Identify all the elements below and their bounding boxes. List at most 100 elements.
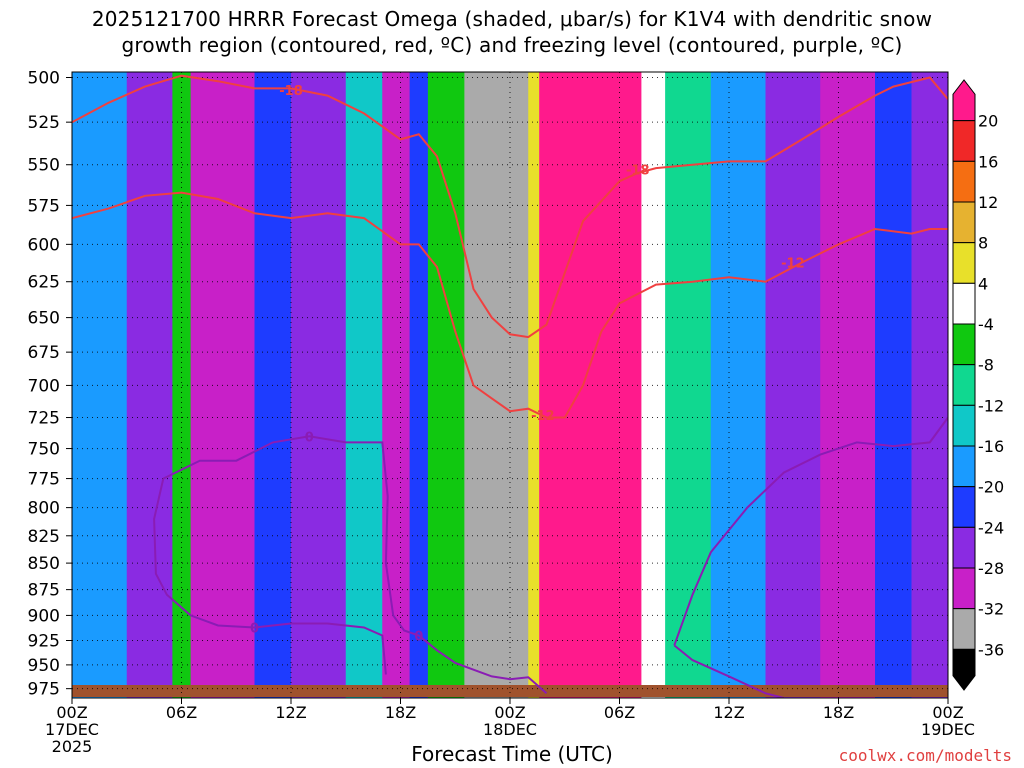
y-tick-label: 900 <box>28 606 60 626</box>
colorbar-swatch <box>952 567 976 610</box>
contour-label: 0 <box>305 430 314 445</box>
y-tick-label: 725 <box>28 409 60 429</box>
colorbar-label: -12 <box>978 396 1004 415</box>
colorbar-label: -4 <box>978 315 994 334</box>
y-tick-label: 675 <box>28 343 60 363</box>
y-tick-label: 700 <box>28 376 60 396</box>
omega-cell <box>72 72 128 698</box>
colorbar-swatch <box>952 160 976 203</box>
omega-cell <box>710 72 766 698</box>
colorbar-label: -36 <box>978 640 1004 659</box>
contour-label: -18 <box>626 164 650 179</box>
x-tick-label: 12Z <box>713 703 744 722</box>
colorbar-swatch <box>952 323 976 366</box>
colorbar-swatch <box>952 120 976 162</box>
dgz-contour <box>72 191 948 419</box>
y-tick-label: 850 <box>28 554 60 574</box>
colorbar-swatch <box>952 282 976 325</box>
omega-cell <box>875 72 912 698</box>
y-tick-label: 550 <box>28 156 60 176</box>
colorbar-swatch <box>952 79 976 122</box>
y-tick-label: 800 <box>28 499 60 519</box>
y-tick-label: 650 <box>28 309 60 329</box>
chart-title-line2: growth region (contoured, red, ºC) and f… <box>121 33 903 57</box>
colorbar-swatch <box>952 404 976 447</box>
freezing-contour <box>673 416 948 646</box>
x-tick-label: 18Z <box>385 703 416 722</box>
contour-label: -18 <box>279 84 303 99</box>
omega-cell <box>641 72 666 698</box>
x-axis-label: Forecast Time (UTC) <box>411 742 613 766</box>
contour-label: -12 <box>781 256 805 271</box>
x-tick-label: 18Z <box>823 703 854 722</box>
x-tick-date: 19DEC <box>921 720 975 739</box>
colorbar-label: 20 <box>978 112 998 131</box>
colorbar-swatch <box>952 242 976 284</box>
y-tick-label: 500 <box>28 69 60 89</box>
x-tick-date: 18DEC <box>483 720 537 739</box>
x-tick-label: 12Z <box>275 703 306 722</box>
contour-layer: -18 -18 -12 -12 0 0 0 <box>72 74 948 698</box>
colorbar-label: -20 <box>978 478 1004 497</box>
terrain-band <box>72 685 948 697</box>
x-tick-label: 00Z <box>56 703 87 722</box>
colorbar-swatch <box>952 486 976 528</box>
y-tick-label: 825 <box>28 527 60 547</box>
colorbar-label: -32 <box>978 600 1004 619</box>
omega-cell <box>409 72 429 698</box>
terrain-fill <box>72 685 948 697</box>
x-tick-label: 06Z <box>166 703 197 722</box>
credit-text: coolwx.com/modelts <box>838 746 1012 765</box>
y-tick-label: 975 <box>28 680 60 700</box>
omega-cell <box>528 72 540 698</box>
omega-cell <box>427 72 465 698</box>
omega-cell <box>765 72 821 698</box>
colorbar-label: -24 <box>978 518 1004 537</box>
chart-title-line1: 2025121700 HRRR Forecast Omega (shaded, … <box>91 7 933 31</box>
colorbar-label: 8 <box>978 234 988 253</box>
colorbar-swatch <box>952 364 976 406</box>
contour-label: -12 <box>531 409 555 424</box>
freezing-contour <box>162 435 548 695</box>
colorbar-label: 16 <box>978 152 998 171</box>
x-tick-label: 00Z <box>932 703 963 722</box>
colorbar-swatch <box>952 608 976 650</box>
contour-label: 0 <box>250 622 259 637</box>
y-tick-label: 625 <box>28 273 60 293</box>
y-tick-label: 575 <box>28 196 60 216</box>
x-tick-label: 06Z <box>604 703 635 722</box>
y-tick-label: 950 <box>28 656 60 676</box>
x-tick-label: 00Z <box>494 703 525 722</box>
dgz-contour <box>72 74 948 339</box>
contour-label: 0 <box>414 630 423 645</box>
omega-cell <box>345 72 383 698</box>
omega-cell <box>382 72 411 698</box>
omega-cell <box>126 72 173 698</box>
y-tick-label: 600 <box>28 235 60 255</box>
x-tick-year: 2025 <box>52 737 93 756</box>
colorbar-label: -8 <box>978 356 994 375</box>
colorbar-swatch <box>952 648 976 691</box>
colorbar-label: -16 <box>978 437 1004 456</box>
y-tick-label: 775 <box>28 470 60 490</box>
colorbar-label: -28 <box>978 559 1004 578</box>
y-tick-label: 525 <box>28 113 60 133</box>
y-tick-label: 925 <box>28 631 60 651</box>
colorbar-swatch <box>952 526 976 569</box>
omega-cell <box>464 72 529 698</box>
omega-cell <box>539 72 642 698</box>
x-tick-date: 17DEC <box>45 720 99 739</box>
colorbar-swatch <box>952 445 976 488</box>
freezing-contour <box>153 478 387 675</box>
y-tick-label: 750 <box>28 440 60 460</box>
colorbar: 20 16 12 8 4 -4 -8 -12 -16 -20 -24 -28 -32 -36 <box>952 79 1004 691</box>
y-axis: 500 525 550 575 600 625 650 675 700 725 750 775 800 8… <box>28 69 72 700</box>
colorbar-label: 4 <box>978 274 988 293</box>
colorbar-swatch <box>952 201 976 244</box>
colorbar-label: 12 <box>978 193 998 212</box>
freezing-contour <box>673 644 785 698</box>
omega-cell <box>172 72 192 698</box>
grid-lines <box>71 72 949 698</box>
